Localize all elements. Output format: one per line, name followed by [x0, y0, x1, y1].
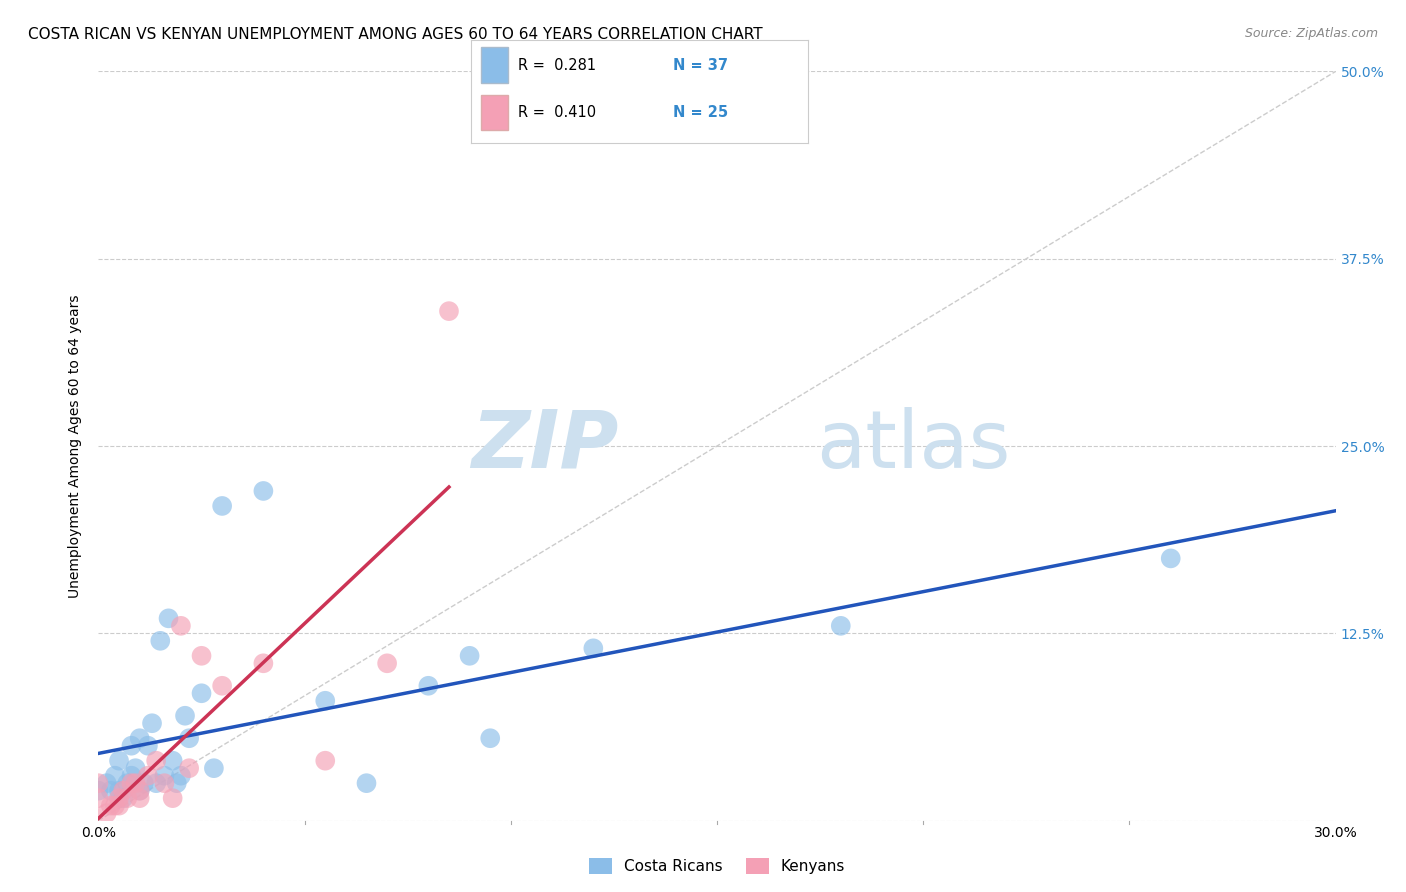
Y-axis label: Unemployment Among Ages 60 to 64 years: Unemployment Among Ages 60 to 64 years [69, 294, 83, 598]
Point [120, 739, 142, 753]
Point [108, 791, 131, 805]
Point [1160, 551, 1182, 566]
Bar [481, 95, 508, 130]
Point [149, 633, 172, 648]
Point [162, 754, 184, 768]
Point [136, 769, 159, 783]
Point [202, 761, 225, 775]
Point [582, 641, 605, 656]
Text: atlas: atlas [815, 407, 1011, 485]
Point [174, 708, 197, 723]
Point [145, 776, 167, 790]
Point [211, 679, 233, 693]
Point [190, 686, 212, 700]
Point [479, 731, 502, 746]
Point [87, 791, 110, 805]
Point [418, 679, 440, 693]
Text: N = 37: N = 37 [673, 58, 728, 73]
Point [108, 754, 131, 768]
Point [128, 783, 150, 797]
Point [96, 806, 118, 821]
Point [87, 776, 110, 790]
Point [96, 776, 118, 790]
Text: ZIP: ZIP [471, 407, 619, 485]
Point [153, 769, 176, 783]
Point [100, 783, 122, 797]
Point [170, 769, 193, 783]
Text: COSTA RICAN VS KENYAN UNEMPLOYMENT AMONG AGES 60 TO 64 YEARS CORRELATION CHART: COSTA RICAN VS KENYAN UNEMPLOYMENT AMONG… [28, 27, 762, 42]
Point [211, 499, 233, 513]
Text: Source: ZipAtlas.com: Source: ZipAtlas.com [1244, 27, 1378, 40]
Text: R =  0.281: R = 0.281 [519, 58, 596, 73]
Bar [481, 47, 508, 83]
Point [120, 769, 142, 783]
Point [128, 731, 150, 746]
Point [136, 739, 159, 753]
Legend: Costa Ricans, Kenyans: Costa Ricans, Kenyans [583, 852, 851, 880]
Point [117, 791, 139, 805]
Point [166, 776, 188, 790]
Point [179, 731, 201, 746]
Point [458, 648, 481, 663]
Point [162, 791, 184, 805]
Point [104, 769, 127, 783]
Point [356, 776, 378, 790]
Point [141, 716, 163, 731]
Point [145, 754, 167, 768]
Point [108, 783, 131, 797]
Point [830, 619, 852, 633]
Point [112, 791, 135, 805]
Text: N = 25: N = 25 [673, 105, 728, 120]
Point [157, 611, 180, 625]
Point [120, 776, 142, 790]
Point [128, 791, 150, 805]
Point [128, 783, 150, 797]
Point [132, 776, 155, 790]
Text: R =  0.410: R = 0.410 [519, 105, 596, 120]
Point [314, 694, 336, 708]
Point [170, 619, 193, 633]
Point [87, 783, 110, 797]
Point [117, 776, 139, 790]
Point [153, 776, 176, 790]
Point [112, 783, 135, 797]
Point [104, 798, 127, 813]
Point [179, 761, 201, 775]
Point [252, 483, 274, 498]
Point [252, 657, 274, 671]
Point [124, 761, 146, 775]
Point [124, 776, 146, 790]
Point [375, 657, 398, 671]
Point [108, 798, 131, 813]
Point [100, 798, 122, 813]
Point [314, 754, 336, 768]
Point [190, 648, 212, 663]
Point [437, 304, 460, 318]
